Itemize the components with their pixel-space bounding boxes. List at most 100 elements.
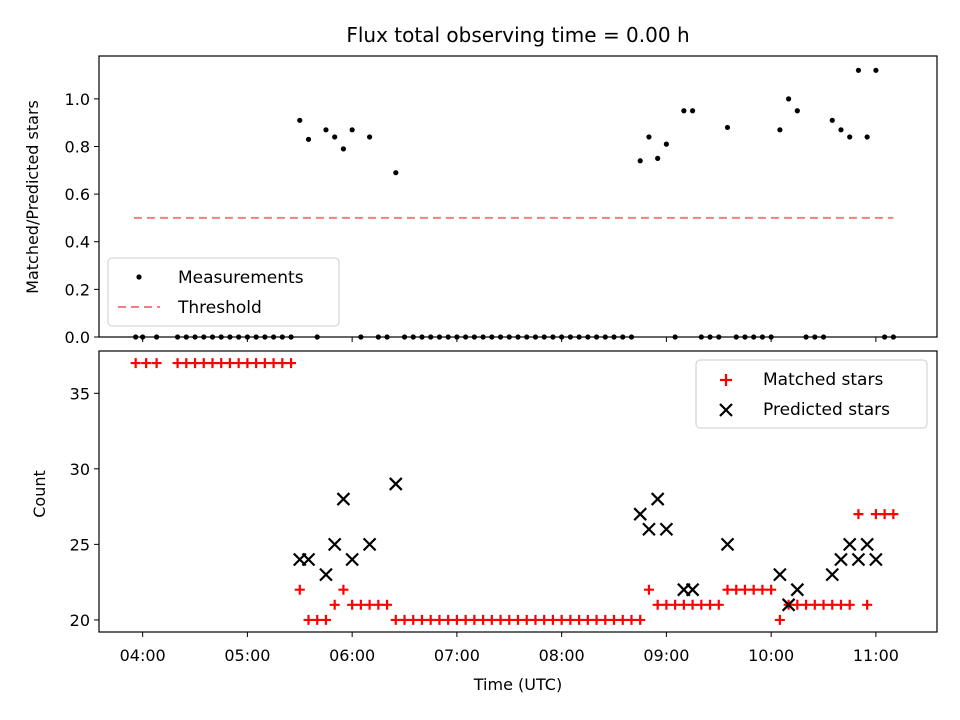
matched-star-point [294, 584, 305, 595]
measurement-point [724, 124, 731, 131]
matched-star-point [600, 614, 611, 625]
matched-star-point [853, 509, 864, 520]
bottom-legend: Matched stars Predicted stars [695, 359, 928, 429]
matched-star-point [713, 599, 724, 610]
matched-star-point [809, 599, 820, 610]
matched-star-point [565, 614, 576, 625]
matched-star-point [277, 358, 288, 369]
matched-star-point [757, 584, 768, 595]
predicted-star-point [659, 522, 674, 537]
predicted-star-point [851, 552, 866, 567]
matched-star-point [347, 599, 358, 610]
matched-star-point [696, 599, 707, 610]
matched-star-point [338, 584, 349, 595]
matched-star-point [224, 358, 235, 369]
measurement-point [646, 134, 652, 140]
matched-star-point [582, 614, 593, 625]
top-y-tick-label: 0.6 [65, 185, 90, 204]
measurement-point [655, 155, 661, 161]
bottom-panel: 04:00 05:00 06:00 07:00 08:00 09:00 10:00 11:00… [30, 350, 938, 694]
matched-star-point [181, 358, 192, 369]
predicted-star-point [842, 537, 857, 552]
matched-star-point [416, 614, 427, 625]
predicted-star-point [633, 507, 647, 521]
matched-star-point [792, 599, 803, 610]
matched-star-point [141, 358, 152, 369]
matched-star-point [434, 614, 445, 625]
legend-label-measurements: Measurements [178, 268, 304, 288]
predicted-star-point [860, 537, 874, 552]
matched-star-point [643, 584, 654, 595]
matched-star-point [888, 509, 899, 520]
matched-star-point [486, 614, 497, 625]
measurement-point [794, 108, 800, 114]
top-panel: 0.0 0.2 0.4 0.6 0.8 1.0 Matched/Predicted sta… [23, 55, 938, 347]
top-legend: Measurements Threshold [107, 257, 340, 327]
measurement-point [367, 134, 373, 140]
predicted-star-point [834, 552, 848, 567]
predicted-star-point [362, 537, 377, 552]
matched-star-point [609, 614, 620, 625]
predicted-star-point [336, 492, 351, 506]
bottom-axes-frame [98, 350, 938, 633]
predicted-star-point [650, 492, 665, 506]
matched-star-point [329, 599, 340, 610]
matched-star-point [844, 599, 855, 610]
predicted-star-point [327, 537, 342, 552]
matched-star-point [355, 599, 366, 610]
measurement-point [777, 127, 783, 133]
x-tick-label: 04:00 [120, 646, 166, 665]
matched-star-point [425, 614, 436, 625]
matched-star-point [556, 614, 567, 625]
bottom-y-tick-label: 20 [70, 611, 90, 630]
measurement-point [340, 146, 347, 152]
measurement-point [637, 158, 643, 164]
predicted-star-point [825, 567, 840, 582]
measurement-point [847, 134, 853, 140]
top-y-tick-label: 1.0 [65, 90, 90, 109]
matched-star-point [705, 599, 716, 610]
bottom-xlabel: Time (UTC) [473, 675, 562, 694]
measurement-point [829, 117, 835, 123]
x-tick-label: 07:00 [434, 646, 480, 665]
matched-star-point [373, 599, 384, 610]
matched-star-point [286, 358, 297, 369]
matched-star-point [670, 599, 681, 610]
matched-star-point [251, 358, 262, 369]
bottom-y-tick-label: 35 [70, 384, 90, 403]
top-legend-box [107, 257, 340, 327]
matched-star-point [233, 358, 244, 369]
matched-star-point [478, 614, 489, 625]
matched-star-point [687, 599, 698, 610]
matched-star-point [460, 614, 471, 625]
matched-star-point [591, 614, 602, 625]
measurement-point [681, 108, 687, 114]
matched-star-point [739, 584, 750, 595]
matched-star-point [652, 599, 663, 610]
measurement-point [393, 170, 399, 176]
matched-star-point [835, 599, 846, 610]
legend-label-matched: Matched stars [763, 370, 883, 390]
matched-star-point [513, 614, 523, 625]
matched-star-point [207, 358, 218, 369]
matched-star-point [748, 584, 759, 595]
bottom-ylabel: Count [30, 470, 49, 518]
measurement-point [786, 96, 792, 102]
matched-star-point [390, 614, 401, 625]
matched-star-point [268, 358, 279, 369]
measurement-point [689, 108, 696, 114]
measurement-point [323, 127, 329, 133]
matched-star-point [399, 614, 410, 625]
predicted-star-point [301, 552, 316, 567]
x-tick-label: 10:00 [748, 646, 794, 665]
predicted-star-point [790, 582, 805, 597]
matched-star-point [766, 584, 777, 595]
matched-star-point [408, 614, 419, 625]
measurement-point [873, 67, 879, 73]
top-y-tick-label: 0.8 [65, 137, 90, 156]
matched-star-point [469, 614, 480, 625]
matched-star-point [521, 614, 532, 625]
predicted-star-point [685, 582, 700, 597]
matched-star-point [504, 614, 515, 625]
matched-star-point [216, 358, 227, 369]
